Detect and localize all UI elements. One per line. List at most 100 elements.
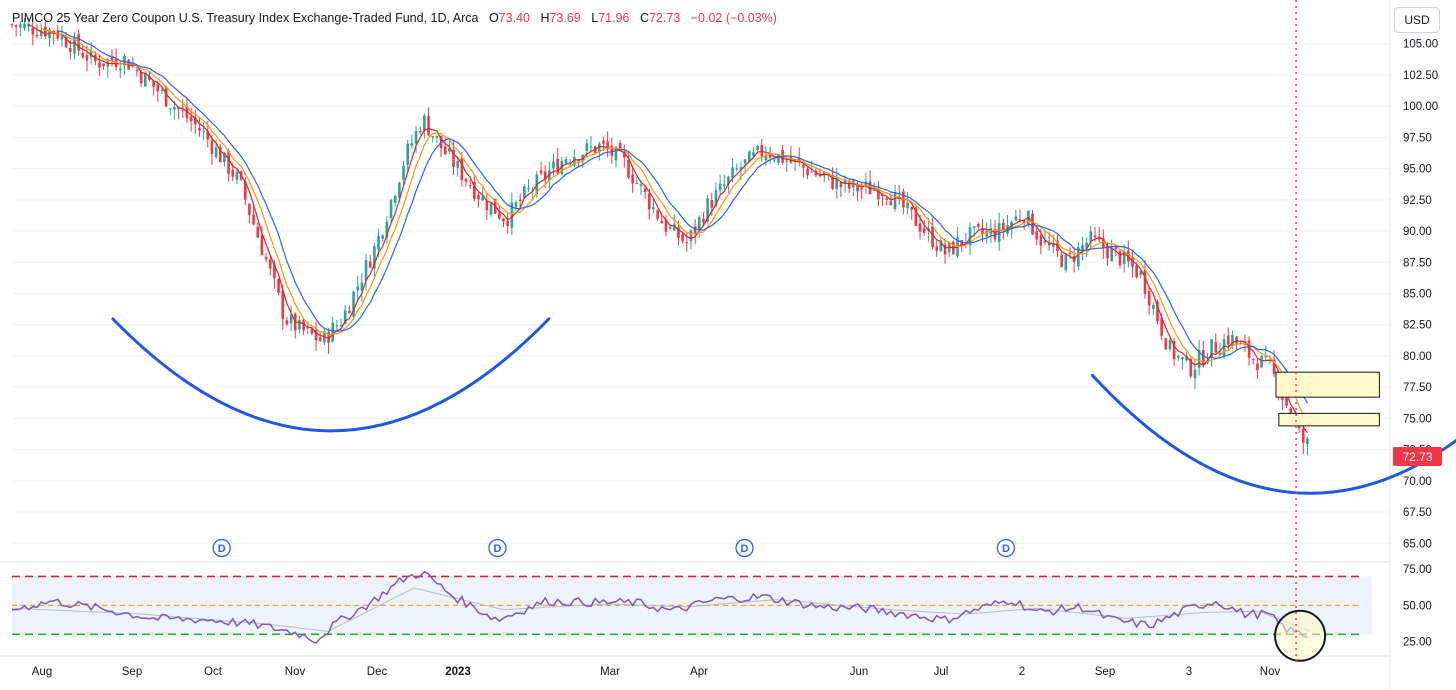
candle-body <box>339 325 343 327</box>
candle-body <box>1281 396 1284 400</box>
candle-body <box>89 50 93 58</box>
candle-body <box>856 184 859 192</box>
candle-body <box>439 135 443 149</box>
candle-body <box>1052 242 1055 247</box>
candle-body <box>756 145 759 150</box>
candle-body <box>143 72 147 87</box>
candle-body <box>156 84 160 92</box>
candle-body <box>14 25 18 27</box>
candle-body <box>610 146 614 156</box>
candle-body <box>477 194 480 200</box>
candle-body <box>398 182 401 198</box>
candle-body <box>356 286 360 291</box>
candle-body <box>1172 341 1176 359</box>
candle-body <box>1226 335 1230 345</box>
candle-body <box>481 196 484 201</box>
candle-body <box>110 55 114 62</box>
candle-body <box>1077 247 1080 267</box>
candle-body <box>589 146 593 148</box>
candle-body <box>539 170 543 174</box>
candle-body <box>35 34 39 37</box>
candle-body <box>393 195 397 203</box>
candle-body <box>831 175 834 189</box>
time-tick-label: Sep <box>122 666 142 678</box>
high-label: H <box>540 11 550 25</box>
open-value: 73.40 <box>498 11 530 25</box>
candle-body <box>1102 238 1105 249</box>
candle-body <box>643 188 647 192</box>
candle-body <box>860 188 864 190</box>
candle-body <box>514 202 518 207</box>
time-tick-label: Mar <box>600 666 620 678</box>
candle-body <box>214 147 218 157</box>
candle-body <box>543 171 547 180</box>
candle-body <box>685 242 689 244</box>
candle-body <box>752 152 755 156</box>
candle-body <box>502 218 505 222</box>
candle-body <box>1060 254 1063 267</box>
price-tick-label: 100.00 <box>1403 101 1438 113</box>
candle-body <box>1247 340 1251 358</box>
candle-body <box>306 327 310 329</box>
candle-body <box>264 257 268 260</box>
candle-body <box>39 30 43 36</box>
candle-body <box>414 131 418 144</box>
candle-body <box>1147 291 1151 306</box>
rsi-highlight-circle <box>1274 609 1327 662</box>
candle-body <box>1176 355 1180 358</box>
candle-body <box>881 195 884 197</box>
chart-legend: PIMCO 25 Year Zero Coupon U.S. Treasury … <box>12 11 777 25</box>
candle-body <box>1260 355 1263 368</box>
candle-body <box>806 168 809 176</box>
candle-body <box>135 70 139 72</box>
candle-body <box>735 168 739 170</box>
candle-body <box>1035 231 1038 240</box>
candle-body <box>177 107 180 110</box>
candle-body <box>1064 254 1068 271</box>
currency-button[interactable]: USD <box>1394 7 1440 33</box>
candle-body <box>298 319 301 330</box>
candle-body <box>19 24 22 28</box>
candle-body <box>489 203 493 215</box>
candle-body <box>1231 334 1234 347</box>
candle-body <box>173 107 176 110</box>
candle-body <box>993 229 997 240</box>
resistance-zone <box>1278 412 1380 427</box>
dividend-marker <box>488 538 507 558</box>
candle-body <box>1301 429 1305 443</box>
price-tick-label: 82.50 <box>1403 320 1432 332</box>
candle-body <box>631 174 634 184</box>
candle-body <box>768 154 772 158</box>
candle-body <box>810 171 814 173</box>
candle-body <box>1156 301 1159 322</box>
candle-body <box>285 320 289 325</box>
candle-body <box>373 246 376 269</box>
time-tick-label: Jun <box>850 666 869 678</box>
candle-body <box>922 228 926 233</box>
candle-body <box>518 199 522 201</box>
open-label: O <box>488 11 499 25</box>
price-axis: 105.00 102.50 100.00 97.50 95.00 92.50 90.00 87… <box>1403 39 1438 649</box>
candle-body <box>73 37 76 54</box>
candle-body <box>302 319 305 331</box>
high-value: 73.69 <box>549 11 581 25</box>
candle-body <box>485 200 489 211</box>
candle-body <box>910 206 914 210</box>
rsi-signal-line <box>11 587 1311 632</box>
time-tick-label: 2 <box>1019 666 1025 678</box>
candle-body <box>443 146 447 155</box>
candle-body <box>918 223 922 232</box>
candle-body <box>906 202 909 209</box>
candle-body <box>677 227 680 239</box>
low-label: L <box>591 11 599 25</box>
candle-body <box>218 147 222 163</box>
candle-body <box>556 158 559 174</box>
candle-body <box>1106 245 1109 259</box>
candle-body <box>377 236 380 250</box>
candle-body <box>681 234 684 242</box>
candle-body <box>327 332 330 343</box>
candle-body <box>1239 342 1243 345</box>
candle-body <box>510 202 514 228</box>
candle-body <box>777 153 780 163</box>
